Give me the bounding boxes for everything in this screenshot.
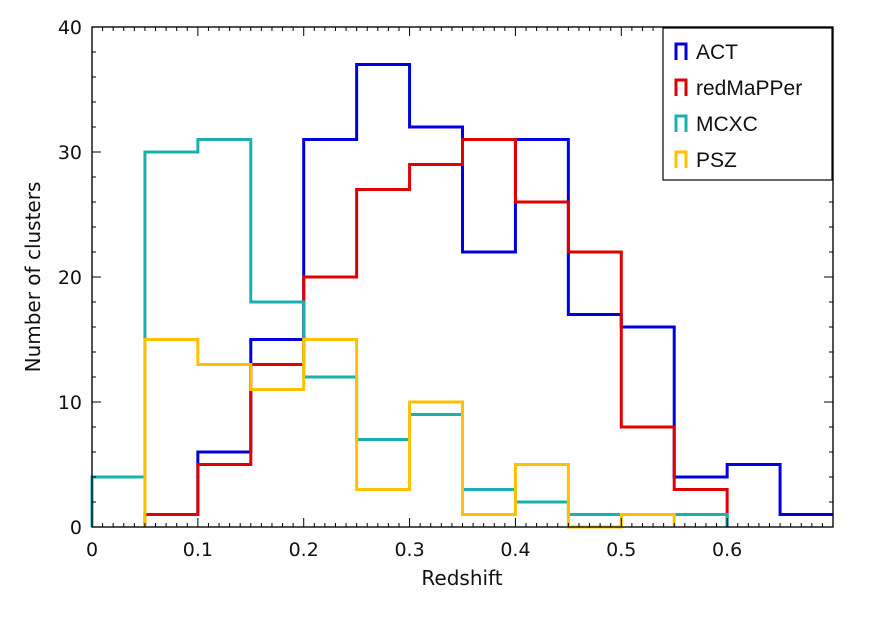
x-tick-label: 0.2 <box>289 539 319 561</box>
x-tick-label: 0.5 <box>606 539 636 561</box>
y-tick-label: 40 <box>58 17 82 39</box>
series-line-redmapper <box>143 138 729 527</box>
legend-label: redMaPPer <box>696 77 802 100</box>
x-tick-label: 0 <box>86 539 98 561</box>
y-tick-label: 0 <box>70 517 82 539</box>
legend-box <box>662 27 833 181</box>
x-tick-label: 0.4 <box>500 539 530 561</box>
legend: ACT redMaPPer MCXC PSZ <box>662 27 833 181</box>
series-mcxc <box>90 138 729 527</box>
series-line-mcxc <box>90 138 729 527</box>
legend-item-act: ACT <box>674 41 738 64</box>
x-axis-title: Redshift <box>421 566 502 590</box>
y-tick-label: 10 <box>58 392 82 414</box>
legend-label: ACT <box>696 41 738 64</box>
x-tick-label: 0.1 <box>183 539 213 561</box>
legend-item-mcxc: MCXC <box>674 113 758 136</box>
x-tick-label: 0.3 <box>394 539 424 561</box>
axis-layer: 0 0.1 0.2 0.3 0.4 0.5 0.6 0 10 20 30 40 <box>58 17 834 561</box>
y-axis-title: Number of clusters <box>21 182 45 373</box>
legend-swatch <box>674 114 688 132</box>
legend-item-psz: PSZ <box>674 149 737 172</box>
legend-label: MCXC <box>696 113 758 136</box>
x-tick-label: 0.6 <box>712 539 742 561</box>
y-tick-label: 20 <box>58 267 82 289</box>
legend-swatch <box>674 42 688 60</box>
legend-label: PSZ <box>696 149 737 172</box>
y-tick-label: 30 <box>58 142 82 164</box>
series-layer <box>90 63 833 529</box>
legend-swatch <box>674 78 688 96</box>
legend-item-redmapper: redMaPPer <box>674 77 802 100</box>
legend-swatch <box>674 150 688 168</box>
series-redmapper <box>143 138 729 527</box>
